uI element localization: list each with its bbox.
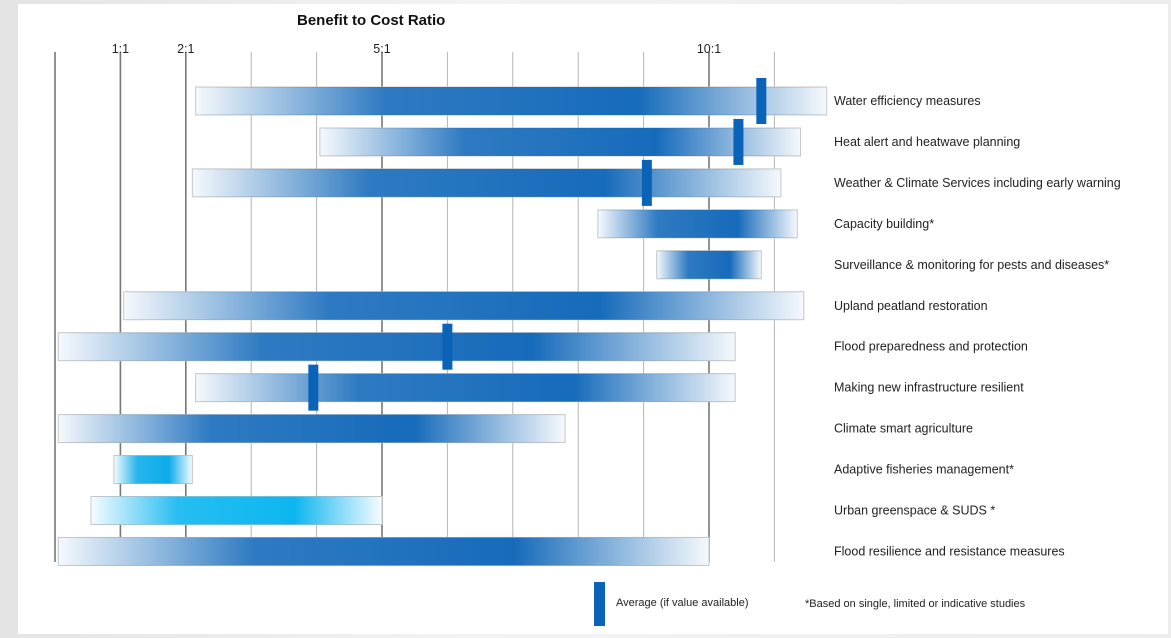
range-bar — [123, 291, 804, 320]
range-bar — [90, 496, 382, 525]
category-label: Capacity building* — [834, 217, 934, 231]
average-marker — [442, 323, 453, 370]
x-tick-label: 2:1 — [177, 42, 194, 56]
legend-average-swatch — [594, 582, 605, 626]
category-label: Adaptive fisheries management* — [834, 463, 1014, 477]
legend-footnote: *Based on single, limited or indicative … — [805, 598, 1026, 610]
legend-average-label: Average (if value available) — [616, 597, 748, 609]
category-label: Climate smart agriculture — [834, 422, 973, 436]
average-markers — [308, 78, 767, 411]
range-bar — [58, 332, 736, 361]
category-labels: Water efficiency measures Heat alert and … — [834, 94, 1121, 558]
average-marker — [733, 118, 744, 165]
category-label: Upland peatland restoration — [834, 299, 988, 313]
range-bar — [195, 373, 736, 402]
x-tick-label: 5:1 — [373, 42, 390, 56]
range-bar — [195, 87, 827, 115]
category-label: Flood resilience and resistance measures — [834, 544, 1065, 558]
range-bar — [192, 168, 781, 197]
legend: Average (if value available) *Based on s… — [594, 582, 1026, 626]
category-label: Heat alert and heatwave planning — [834, 135, 1020, 149]
range-bar — [656, 250, 762, 279]
average-marker — [756, 78, 767, 124]
chart-title: Benefit to Cost Ratio — [297, 12, 445, 29]
average-marker — [308, 364, 319, 411]
x-tick-label: 1:1 — [112, 42, 129, 56]
range-bar — [58, 414, 566, 443]
category-label: Surveillance & monitoring for pests and … — [834, 258, 1109, 272]
category-label: Weather & Climate Services including ear… — [834, 176, 1121, 190]
category-label: Water efficiency measures — [834, 94, 981, 108]
range-bar — [597, 209, 798, 238]
range-bar — [113, 455, 193, 484]
category-label: Making new infrastructure resilient — [834, 381, 1024, 395]
range-bar — [58, 537, 709, 566]
category-label: Urban greenspace & SUDS * — [834, 504, 995, 518]
x-tick-labels: 1:1 2:1 5:1 10:1 — [112, 42, 722, 56]
x-tick-label: 10:1 — [697, 42, 721, 56]
average-marker — [641, 159, 652, 206]
category-label: Flood preparedness and protection — [834, 340, 1028, 354]
range-bar — [319, 127, 801, 156]
range-bars — [57, 86, 828, 566]
